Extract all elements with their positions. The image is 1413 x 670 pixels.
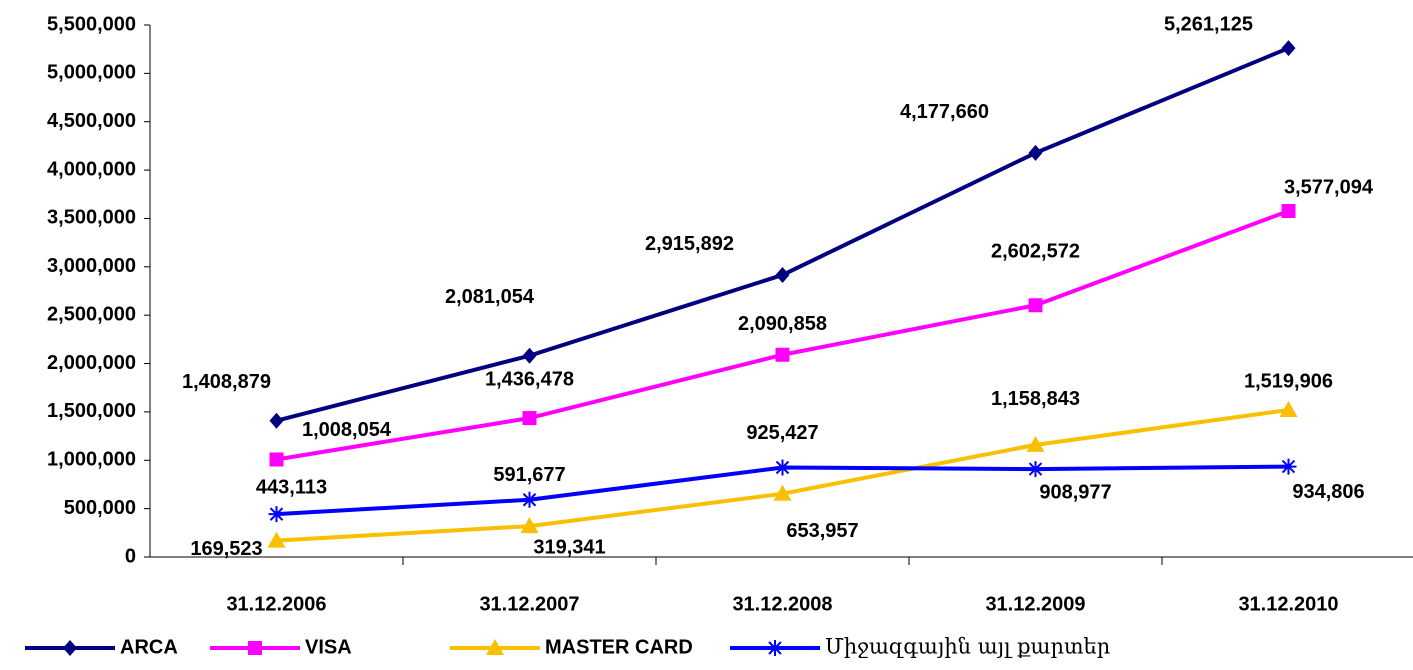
data-label: 2,915,892 [645,233,734,255]
data-label: 1,008,054 [302,419,392,441]
marker [521,491,538,508]
marker [486,639,504,655]
marker [269,452,284,467]
data-label: 591,677 [493,464,565,486]
marker [1281,40,1296,57]
y-tick-label: 4,500,000 [47,110,136,132]
y-tick-label: 5,500,000 [47,13,136,35]
x-tick-label: 31.12.2007 [479,593,579,615]
marker [267,531,286,548]
data-label: 908,977 [1039,481,1111,503]
data-label: 319,341 [533,536,605,558]
data-label: 1,408,879 [182,371,271,393]
legend-label: MASTER CARD [545,636,693,658]
data-label: 1,436,478 [485,368,574,390]
data-label: 2,602,572 [991,241,1080,263]
data-label: 2,090,858 [738,313,827,335]
marker [1279,400,1298,417]
legend-label: VISA [305,636,352,658]
marker [1027,461,1044,478]
marker [1028,298,1043,313]
legend-label: ARCA [120,636,178,658]
marker [522,411,537,426]
y-tick-label: 500,000 [64,497,136,519]
legend-label: Միջազգային այլ քարտեր [825,635,1110,659]
y-tick-label: 1,500,000 [47,400,136,422]
marker [1026,435,1045,452]
data-label: 4,177,660 [900,101,989,123]
x-tick-label: 31.12.2008 [732,593,832,615]
marker [1280,458,1297,475]
marker [773,484,792,501]
x-tick-label: 31.12.2010 [1238,593,1338,615]
marker [775,347,790,362]
marker [268,506,285,523]
y-tick-label: 5,000,000 [47,62,136,84]
x-tick-label: 31.12.2009 [985,593,1085,615]
data-label: 3,577,094 [1284,176,1374,198]
data-label: 925,427 [746,422,818,444]
data-label: 934,806 [1292,481,1364,503]
data-label: 2,081,054 [445,286,535,308]
y-tick-label: 0 [125,545,136,567]
data-label: 653,957 [786,520,858,542]
marker [774,459,791,476]
data-label: 443,113 [256,476,327,498]
marker [522,347,537,364]
y-tick-label: 3,500,000 [47,207,136,229]
data-label: 1,158,843 [991,388,1080,410]
marker [1281,203,1296,218]
data-label: 1,519,906 [1244,370,1333,392]
marker [248,641,262,655]
marker [767,640,783,656]
data-label: 5,261,125 [1164,13,1253,35]
x-tick-label: 31.12.2006 [226,593,326,615]
marker [63,640,77,656]
data-label: 169,523 [190,538,262,560]
marker [520,517,539,534]
marker [775,266,790,283]
marker [1028,144,1043,161]
y-tick-label: 4,000,000 [47,158,136,180]
y-tick-label: 2,000,000 [47,352,136,374]
y-tick-label: 2,500,000 [47,303,136,325]
y-tick-label: 3,000,000 [47,255,136,277]
y-tick-label: 1,000,000 [47,449,136,471]
marker [269,412,284,429]
series-line [276,46,1290,423]
